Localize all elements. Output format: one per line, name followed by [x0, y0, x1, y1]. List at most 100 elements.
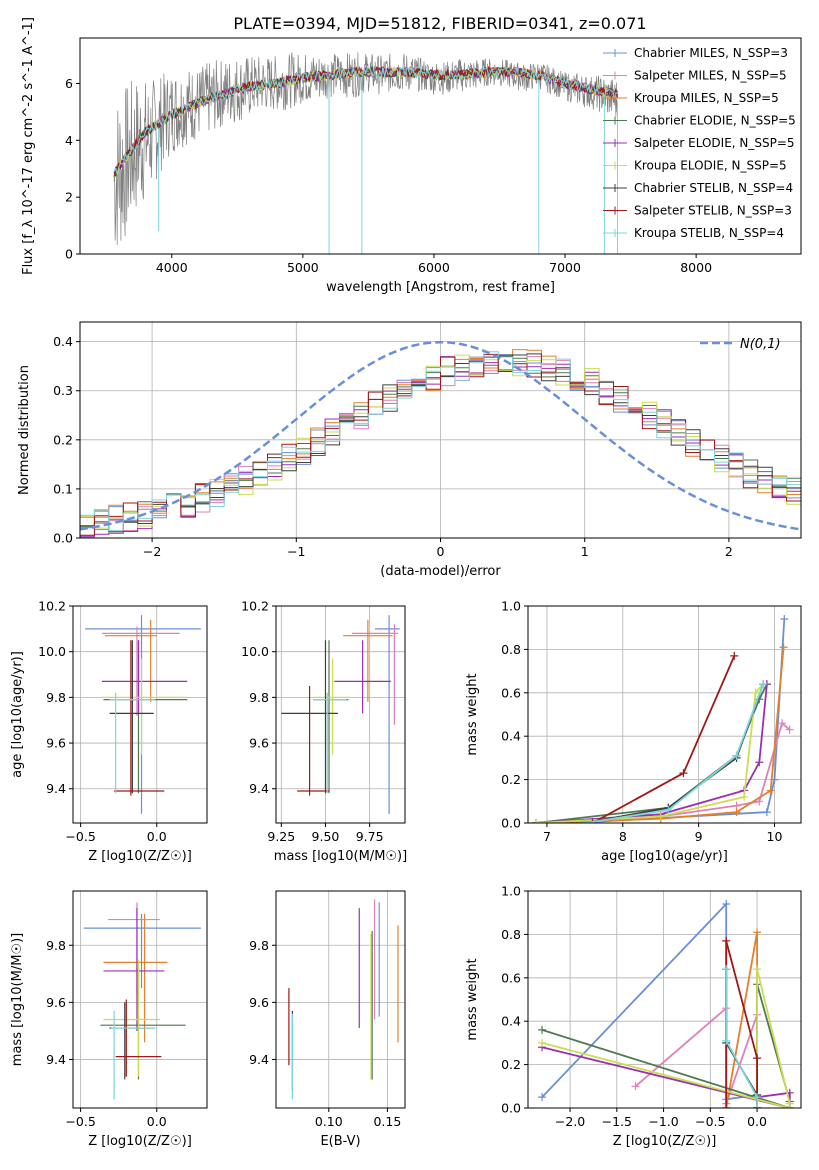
y-tick-label: 9.8 [249, 938, 269, 953]
y-tick-label: 2 [65, 190, 73, 205]
y-tick-label: 1.0 [501, 884, 521, 899]
x-tick-label: −1.5 [602, 1114, 632, 1129]
point-marker [753, 965, 762, 974]
plot-area [73, 606, 207, 823]
point-marker [722, 936, 731, 945]
panel-spectrum: 4000 5000 6000 7000 8000 0 2 4 6 wavelength [Angs… [21, 17, 802, 295]
y-tick-label: 9.6 [46, 995, 66, 1010]
legend-label: Chabrier MILES, N_SSP=3 [634, 46, 788, 60]
x-tick-label: 0.0 [747, 1114, 767, 1129]
point-marker [762, 808, 771, 817]
y-tick-label: 0.8 [501, 927, 521, 942]
errorbar-chabrier-miles [374, 615, 400, 814]
x-axis-label: wavelength [Angstrom, rest frame] [326, 280, 555, 295]
series-line [725, 969, 758, 1108]
panel-weight_vs_age: 7 8 9 10 0.0 0.2 0.4 0.6 0.8 1.0 age [log10(age/yr… [465, 599, 802, 864]
plot-marks [281, 615, 400, 814]
y-tick-label: 9.8 [46, 690, 66, 705]
y-tick-label: 9.8 [46, 938, 66, 953]
point-marker [538, 1093, 547, 1102]
plot-marks [531, 615, 794, 823]
point-marker [656, 812, 665, 821]
axes-frame [79, 37, 802, 255]
y-tick-label: 0.0 [501, 816, 521, 831]
plot-area [528, 606, 801, 823]
legend-label: Kroupa STELIB, N_SSP=4 [634, 226, 784, 240]
histogram-kroupa-stelib [80, 351, 801, 531]
point-marker [753, 928, 762, 937]
y-axis-label: mass weight [465, 958, 480, 1040]
y-tick-label: 0.2 [53, 432, 73, 447]
errorbar-kroupa-miles [104, 619, 157, 702]
point-marker [755, 758, 764, 767]
errorbar-kroupa-stelib [111, 1010, 156, 1100]
point-marker [722, 965, 731, 974]
x-axis-label: Z [log10(Z/Z☉)] [613, 1134, 717, 1149]
y-tick-label: 1.0 [501, 599, 521, 614]
errorbar-salpeter-elodie [103, 908, 165, 1031]
y-axis-label: age [log10(age/yr)] [10, 651, 25, 778]
errorbar-kroupa-miles [343, 619, 393, 702]
point-marker [753, 1093, 762, 1102]
y-tick-label: 0.0 [53, 531, 73, 546]
x-tick-label: 6000 [418, 260, 450, 275]
errorbar-chabrier-stelib [109, 640, 154, 794]
y-tick-label: 0 [65, 247, 73, 262]
series-line [584, 683, 764, 823]
series-salpeter-stelib [588, 651, 739, 823]
legend-label: Kroupa ELODIE, N_SSP=5 [634, 159, 787, 173]
y-tick-label: 6 [65, 76, 73, 91]
y-tick-label: 0.0 [501, 1101, 521, 1116]
point-marker [538, 1025, 547, 1034]
x-tick-label: 1 [581, 544, 589, 559]
point-marker [531, 819, 540, 823]
legend-label: Chabrier ELODIE, N_SSP=5 [634, 114, 796, 128]
legend-label: N(0,1) [740, 337, 781, 352]
x-axis-label: Z [log10(Z/Z☉)] [88, 1134, 192, 1149]
point-marker [751, 688, 760, 697]
y-axis-label: mass [log10(M/M☉)] [10, 933, 25, 1066]
y-tick-label: 0.3 [53, 383, 73, 398]
x-tick-label: 7 [543, 829, 551, 844]
x-axis-label: mass [log10(M/M☉)] [274, 849, 407, 864]
errorbar-salpeter-stelib [114, 640, 165, 796]
point-marker [753, 1054, 762, 1063]
histogram-salpeter-stelib [80, 353, 801, 536]
x-tick-label: 4000 [156, 260, 188, 275]
plot-marks [83, 902, 201, 1100]
x-axis-label: (data-model)/error [380, 564, 501, 579]
point-marker [778, 719, 787, 728]
axes-frame [275, 605, 406, 824]
axes-frame [275, 890, 406, 1109]
x-tick-label: 8000 [680, 260, 712, 275]
y-tick-label: 9.4 [46, 1052, 66, 1067]
y-tick-label: 9.6 [46, 736, 66, 751]
point-marker [730, 651, 739, 660]
panel-age_vs_mass: 9.25 9.50 9.75 9.4 9.6 9.8 10.0 10.2 mass [log10… [241, 599, 407, 865]
y-axis-label: Normed distribution [17, 365, 32, 495]
normal-curve [80, 340, 801, 531]
x-tick-label: −1 [287, 544, 305, 559]
legend-label: Salpeter ELODIE, N_SSP=5 [634, 136, 795, 150]
panel-mass_vs_Z: −0.5 0.0 9.4 9.6 9.8 Z [log10(Z/Z☉)] mass [log… [10, 890, 208, 1149]
legend-label: Chabrier STELIB, N_SSP=4 [634, 181, 793, 195]
y-tick-label: 0.6 [501, 685, 521, 700]
panel-age_vs_Z: −0.5 0.0 9.4 9.6 9.8 10.0 10.2 Z [log10(Z/Z☉)] a… [10, 599, 208, 864]
x-tick-label: 8 [619, 829, 627, 844]
point-marker [753, 1104, 762, 1108]
y-tick-label: 9.6 [249, 995, 269, 1010]
y-tick-label: 9.4 [46, 781, 66, 796]
point-marker [732, 751, 741, 760]
legend: Chabrier MILES, N_SSP=3 Salpeter MILES, N… [603, 46, 796, 240]
y-tick-label: 9.4 [249, 1052, 269, 1067]
plot-area [276, 606, 405, 823]
x-tick-label: 0.0 [147, 1114, 167, 1129]
point-marker [785, 1099, 794, 1108]
plot-marks [538, 900, 794, 1108]
y-tick-label: 9.8 [249, 690, 269, 705]
y-tick-label: 0.8 [501, 642, 521, 657]
point-marker [664, 805, 673, 814]
y-tick-label: 0.2 [501, 772, 521, 787]
x-tick-label: 7000 [549, 260, 581, 275]
y-tick-label: 10.0 [38, 644, 66, 659]
